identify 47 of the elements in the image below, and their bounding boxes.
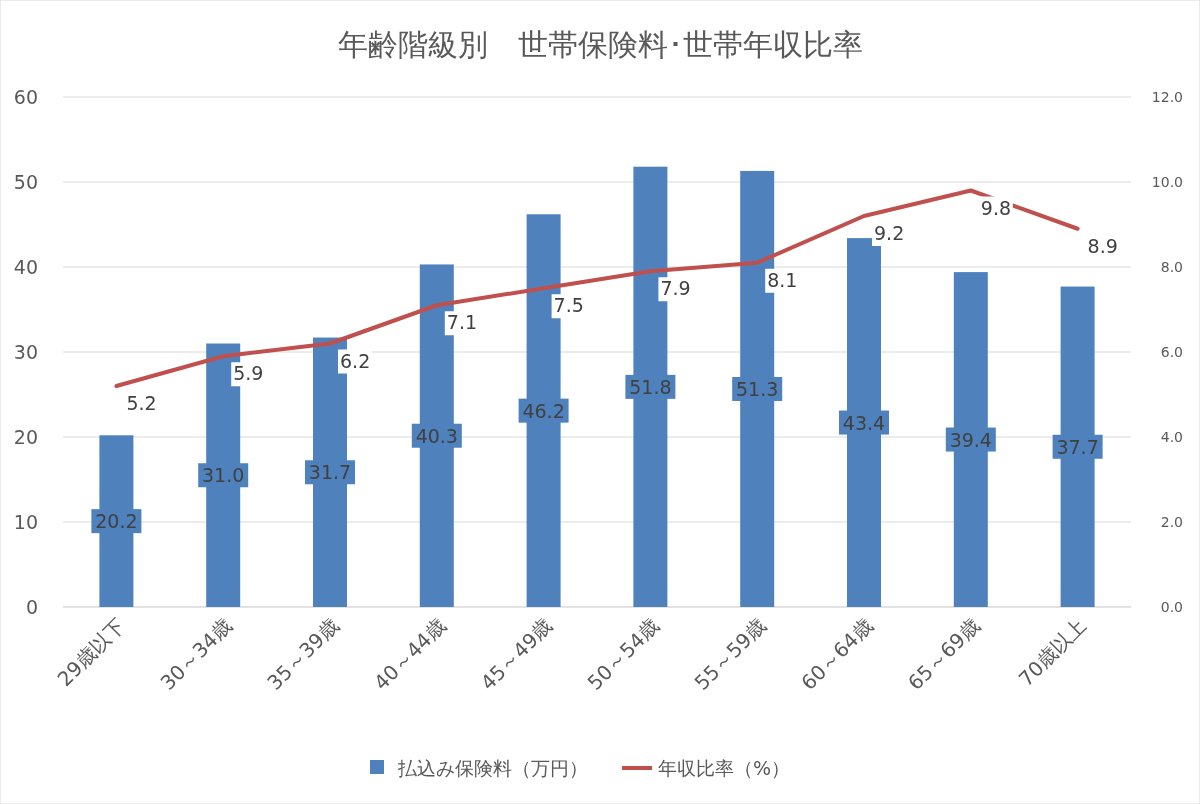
legend-label: 年収比率（%） <box>658 757 791 779</box>
x-tick-label: 35～39歳 <box>262 613 344 695</box>
y2-tick-label: 0.0 <box>1160 599 1183 615</box>
x-tick-label: 30～34歳 <box>155 613 237 695</box>
x-tick-label: 29歳以下 <box>52 613 130 691</box>
x-tick-label: 55～59歳 <box>689 613 771 695</box>
y-tick-label: 50 <box>13 171 38 193</box>
y2-tick-label: 2.0 <box>1160 514 1183 530</box>
x-tick-label: 60～64歳 <box>796 613 878 695</box>
data-label: 31.7 <box>308 461 352 484</box>
y-tick-label: 30 <box>13 341 38 363</box>
x-tick-label: 50～54歳 <box>582 613 664 695</box>
data-label: 40.3 <box>415 424 458 447</box>
data-label: 43.4 <box>842 411 886 434</box>
x-tick-label: 45～49歳 <box>475 613 558 695</box>
y-tick-label: 60 <box>13 86 38 108</box>
data-label: 51.3 <box>736 377 779 400</box>
x-tick-label: 65～69歳 <box>903 613 985 695</box>
y-tick-label: 10 <box>13 511 38 533</box>
chart-title: 年齢階級別 世帯保険料･世帯年収比率 <box>337 27 863 62</box>
y2-tick-label: 6.0 <box>1160 344 1183 360</box>
x-tick-label: 70歳以上 <box>1013 613 1092 691</box>
y2-tick-label: 10.0 <box>1151 174 1183 190</box>
data-label: 7.9 <box>660 277 691 300</box>
data-label: 5.2 <box>126 392 157 414</box>
data-label: 39.4 <box>949 428 992 451</box>
y-tick-label: 0 <box>25 596 38 618</box>
data-label: 31.0 <box>202 464 245 487</box>
data-label: 51.8 <box>629 375 672 398</box>
data-label: 7.5 <box>553 294 584 317</box>
y2-tick-label: 4.0 <box>1160 429 1183 445</box>
data-label: 7.1 <box>446 311 478 334</box>
data-label: 37.7 <box>1056 435 1099 458</box>
data-label: 8.1 <box>767 268 798 291</box>
y2-tick-label: 8.0 <box>1160 259 1183 275</box>
legend-label: 払込み保険料（万円） <box>397 757 588 779</box>
data-label: 5.9 <box>233 362 264 385</box>
y-tick-label: 20 <box>13 426 38 448</box>
data-label: 9.8 <box>980 196 1012 219</box>
data-label: 6.2 <box>340 349 371 372</box>
data-label: 9.2 <box>874 222 905 244</box>
y2-tick-label: 12.0 <box>1151 89 1183 105</box>
x-tick-label: 40～44歳 <box>369 613 451 695</box>
data-label: 46.2 <box>522 399 565 422</box>
y-tick-label: 40 <box>13 256 38 278</box>
data-label: 20.2 <box>95 510 138 533</box>
data-label: 8.9 <box>1087 234 1118 257</box>
